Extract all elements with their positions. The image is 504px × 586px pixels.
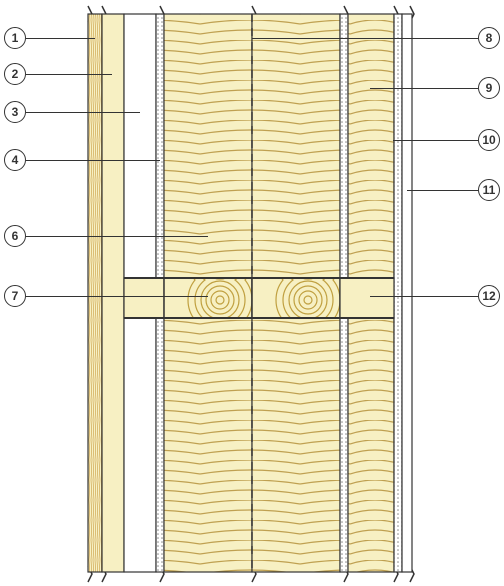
callout-2: 2	[4, 63, 26, 85]
callout-4: 4	[4, 149, 26, 171]
callout-3: 3	[4, 101, 26, 123]
leader-1	[26, 38, 95, 39]
layer-batten	[102, 14, 124, 572]
leader-7	[26, 296, 208, 297]
callout-12: 12	[478, 285, 500, 307]
leader-10	[393, 140, 478, 141]
leader-8	[252, 38, 478, 39]
callout-9: 9	[478, 77, 500, 99]
callout-6: 6	[4, 225, 26, 247]
leader-9	[370, 88, 478, 89]
layer-lining	[402, 14, 412, 572]
leader-2	[26, 74, 112, 75]
leader-3	[26, 112, 140, 113]
layer-cladding	[88, 14, 102, 572]
leader-6	[26, 236, 208, 237]
callout-7: 7	[4, 285, 26, 307]
callout-10: 10	[478, 129, 500, 151]
layer-membrane-inner2	[394, 14, 402, 572]
stud-row	[124, 278, 394, 318]
callout-11: 11	[478, 179, 500, 201]
callout-1: 1	[4, 27, 26, 49]
leader-4	[26, 160, 160, 161]
callout-8: 8	[478, 27, 500, 49]
leader-12	[370, 296, 478, 297]
leader-11	[407, 190, 478, 191]
